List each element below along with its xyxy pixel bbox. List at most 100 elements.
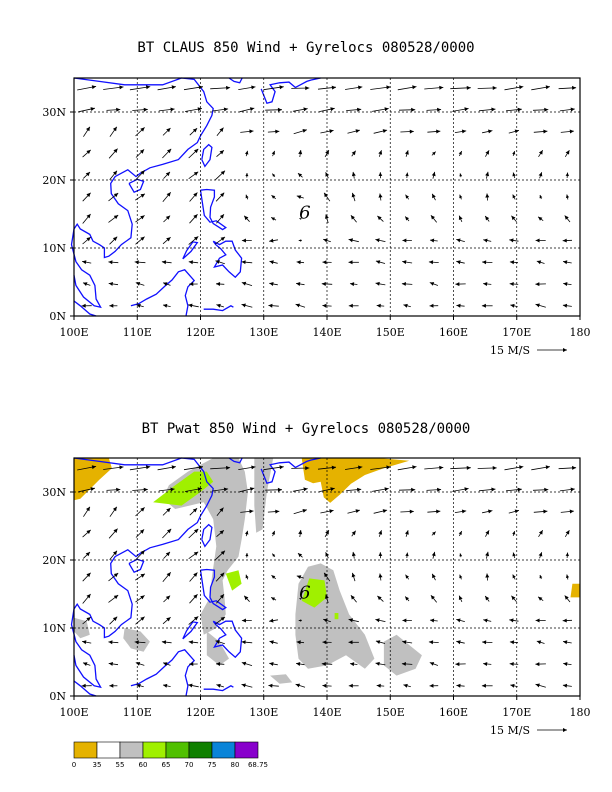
wind-vector [269, 662, 278, 666]
wind-vector [430, 214, 438, 223]
wind-vector [134, 640, 146, 645]
colorbar-swatch [234, 741, 259, 759]
wind-vector [509, 618, 519, 623]
wind-vector [322, 640, 332, 645]
colorbar-swatch [96, 741, 121, 759]
wind-vector [538, 149, 544, 158]
wind-vector [452, 107, 469, 112]
wind-vector [375, 260, 386, 264]
x-tick-label: 150E [376, 326, 405, 339]
wind-vector [162, 303, 171, 308]
reference-vector-label: 15 M/S [490, 344, 530, 357]
wind-vector [321, 282, 333, 286]
wind-vector [241, 281, 253, 286]
wind-vector [135, 282, 145, 286]
wind-vector [271, 150, 275, 157]
wind-vector [506, 107, 522, 112]
wind-vector [426, 487, 442, 492]
wind-vector [82, 662, 91, 666]
wind-vector [512, 530, 516, 537]
wind-vector [297, 552, 303, 558]
pwat-shade-green [334, 613, 339, 620]
wind-vector [161, 640, 172, 645]
wind-vector [456, 238, 465, 243]
wind-vector [103, 465, 124, 470]
wind-vector [267, 509, 280, 514]
wind-vector [320, 129, 334, 134]
coastline [228, 457, 243, 464]
wind-vector [348, 303, 359, 308]
coastline [201, 143, 213, 168]
wind-vector [263, 85, 284, 91]
wind-vector [299, 598, 302, 600]
wind-vector [377, 595, 384, 602]
x-tick-label: 140E [312, 326, 341, 339]
wind-vector [402, 260, 413, 265]
pwat-shade-gray [206, 631, 229, 666]
wind-vector [82, 149, 91, 158]
wind-vector [562, 640, 572, 645]
wind-vector [504, 85, 524, 91]
wind-vector [485, 150, 490, 157]
x-tick-label: 130E [249, 326, 278, 339]
wind-vector [512, 172, 516, 179]
pwat-shade-green [153, 471, 214, 506]
x-tick-label: 120E [186, 706, 215, 719]
wind-vector [241, 238, 252, 243]
wind-vector [216, 149, 225, 158]
wind-vector [320, 509, 334, 514]
wind-vector [511, 595, 517, 602]
wind-vector [562, 260, 572, 265]
wind-vector [245, 530, 249, 537]
wind-vector [401, 662, 413, 666]
wind-vector [478, 107, 496, 112]
wind-vector [558, 85, 577, 90]
x-tick-label: 130E [249, 706, 278, 719]
wind-vector [398, 107, 416, 112]
wind-vector [162, 236, 171, 245]
wind-vector [532, 107, 549, 112]
wind-vector [135, 127, 145, 137]
x-tick-label: 180 [570, 706, 591, 719]
wind-vector [351, 530, 357, 537]
wind-vector [512, 194, 516, 200]
wind-vector [508, 509, 520, 514]
wind-vector [322, 303, 332, 308]
wind-vector [268, 683, 279, 688]
wind-vector [323, 572, 331, 582]
wind-vector [240, 509, 254, 514]
wind-vector [265, 487, 283, 492]
wind-vector [431, 151, 436, 156]
wind-vector [405, 172, 409, 178]
wind-vector [398, 487, 416, 492]
wind-vector [536, 260, 545, 265]
pwat-shade-yellow [570, 583, 580, 598]
wind-vector [509, 282, 519, 286]
wind-vector [245, 172, 249, 178]
wind-vector [292, 487, 308, 492]
x-tick-label: 180 [570, 326, 591, 339]
wind-vector [375, 238, 386, 243]
wind-vector [162, 662, 171, 666]
wind-vector [537, 728, 567, 732]
wind-vector [263, 465, 284, 471]
wind-vector [485, 573, 490, 581]
wind-vector [135, 170, 145, 181]
wind-vector [562, 618, 573, 623]
wind-vector [483, 238, 492, 243]
wind-vector [504, 465, 524, 471]
wind-vector [563, 662, 572, 666]
wind-vector [77, 85, 97, 91]
colorbar-label: 35 [93, 761, 102, 769]
wind-vector [402, 238, 412, 243]
x-tick-label: 150E [376, 706, 405, 719]
wind-vector [188, 303, 199, 308]
y-tick-label: 0N [49, 690, 66, 703]
wind-vector [454, 509, 467, 514]
wind-vector [82, 640, 92, 645]
wind-vector [215, 260, 225, 265]
wind-vector [533, 129, 548, 134]
wind-vector [188, 551, 199, 560]
wind-vector [135, 149, 145, 158]
wind-vector [430, 594, 438, 603]
